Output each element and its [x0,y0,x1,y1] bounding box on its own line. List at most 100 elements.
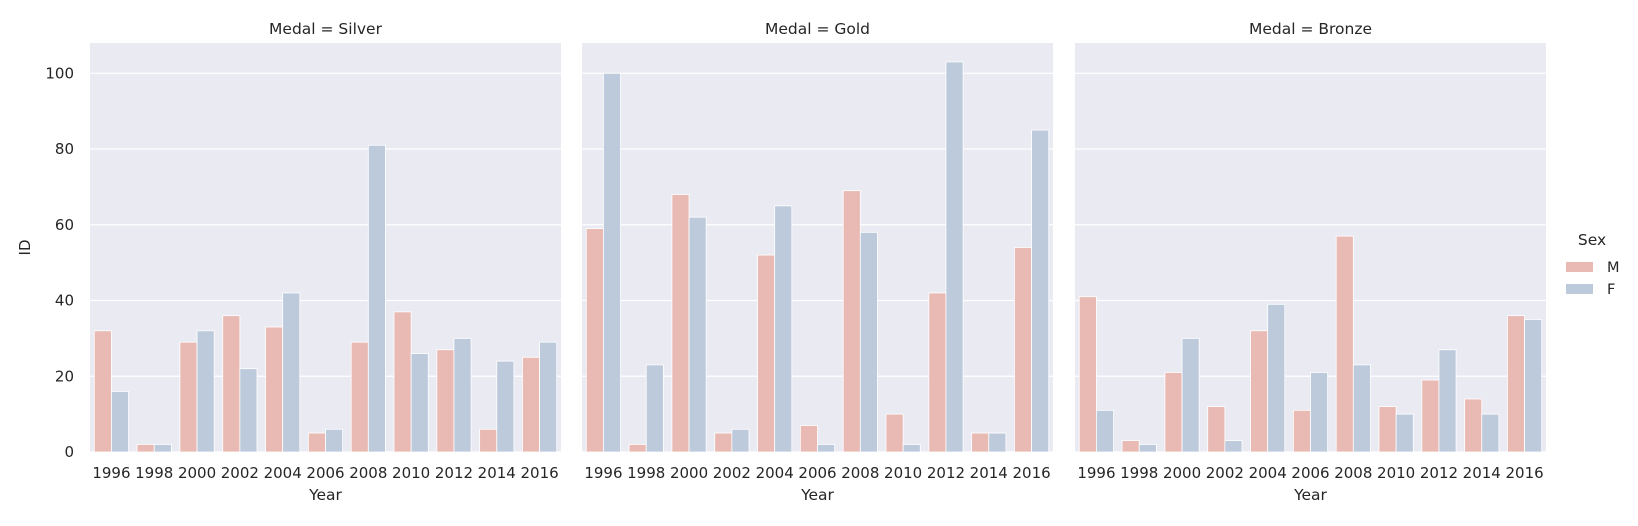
bar-f [410,353,429,453]
x-tick-label: 2002 [713,464,751,482]
bar-f [196,330,215,453]
legend-label-m: M [1607,260,1620,276]
bar-f [945,61,964,453]
bar-m [842,190,861,453]
y-tick-label: 60 [55,216,74,234]
bar-f [367,144,386,453]
x-tick-label: 2014 [970,464,1008,482]
bar-m [714,432,733,453]
bar-f [1096,409,1114,453]
bar-f [1224,440,1243,453]
bar-m [393,311,412,453]
bar-m [671,194,690,453]
bar-f [688,216,707,453]
bar-m [479,428,498,453]
bar-f [1395,413,1414,453]
x-tick-label: 2002 [1206,464,1244,482]
x-tick-label: 2016 [1012,464,1050,482]
x-tick-label: 2004 [1249,464,1287,482]
bar-f [496,360,515,453]
x-tick-label: 2004 [264,464,302,482]
bar-m [436,349,455,453]
bar-f [1438,349,1457,453]
bar-f [239,368,258,453]
x-tick-label: 2004 [756,464,794,482]
x-tick-label: 2014 [1463,464,1501,482]
y-tick-label: 20 [55,367,74,385]
bar-f [731,428,750,453]
bar-m [1164,372,1183,453]
bar-m [1378,406,1397,453]
x-tick-label: 2006 [798,464,836,482]
bar-f [325,428,344,453]
bar-f [859,231,878,453]
bar-m [93,330,112,453]
bar-f [1181,337,1200,453]
x-tick-label: 2012 [435,464,473,482]
bar-m [1464,398,1483,453]
bar-m [1292,409,1311,453]
bar-m [307,432,326,453]
x-tick-label: 2006 [306,464,344,482]
bar-f [1352,364,1371,453]
x-tick-label: 2000 [670,464,708,482]
bar-f [1031,129,1050,453]
bar-f [902,444,921,453]
panel-title: Medal = Bronze [1249,20,1372,38]
x-tick-label: 2016 [520,464,558,482]
x-tick-label: 2012 [927,464,965,482]
bar-m [522,356,540,453]
x-tick-label: 2008 [841,464,879,482]
legend-title: Sex [1578,231,1606,249]
x-axis-label: Year [1293,486,1327,504]
bar-m [1014,247,1032,453]
y-tick-label: 80 [55,140,74,158]
bar-f [282,292,301,453]
bar-m [628,444,647,453]
panel-title: Medal = Gold [765,20,870,38]
bar-m [350,341,369,453]
bar-f [1138,444,1157,453]
legend-swatch-m [1566,262,1593,272]
bar-f [817,444,836,453]
bar-m [222,315,241,453]
bar-m [1335,235,1354,453]
y-tick-label: 0 [64,443,74,461]
bar-m [1250,330,1269,453]
bar-f [1310,372,1329,453]
x-axis-label: Year [800,486,834,504]
bar-f [645,364,664,453]
x-tick-label: 2012 [1420,464,1458,482]
y-tick-label: 100 [45,64,74,82]
x-tick-label: 2006 [1291,464,1329,482]
bar-m [265,326,284,453]
bar-m [179,341,198,453]
bar-f [1524,319,1543,453]
x-tick-label: 2010 [884,464,922,482]
bar-f [111,391,129,453]
bar-m [136,444,155,453]
legend-swatch-f [1566,284,1593,294]
bar-m [928,292,947,453]
x-tick-label: 2000 [1163,464,1201,482]
x-tick-label: 2014 [478,464,516,482]
bar-m [585,228,604,453]
x-tick-label: 1996 [584,464,622,482]
y-tick-label: 40 [55,292,74,310]
x-tick-label: 1998 [1120,464,1158,482]
bar-f [153,444,172,453]
bar-m [799,425,818,453]
bar-f [603,72,621,453]
bar-m [971,432,990,453]
bar-f [1481,413,1500,453]
x-tick-label: 2000 [178,464,216,482]
x-tick-label: 2016 [1505,464,1543,482]
panel-background [90,43,561,452]
x-tick-label: 1998 [135,464,173,482]
legend-label-f: F [1607,282,1615,298]
bar-m [757,254,776,453]
bar-m [1121,440,1140,453]
bar-m [1078,296,1097,453]
bar-f [453,337,472,453]
